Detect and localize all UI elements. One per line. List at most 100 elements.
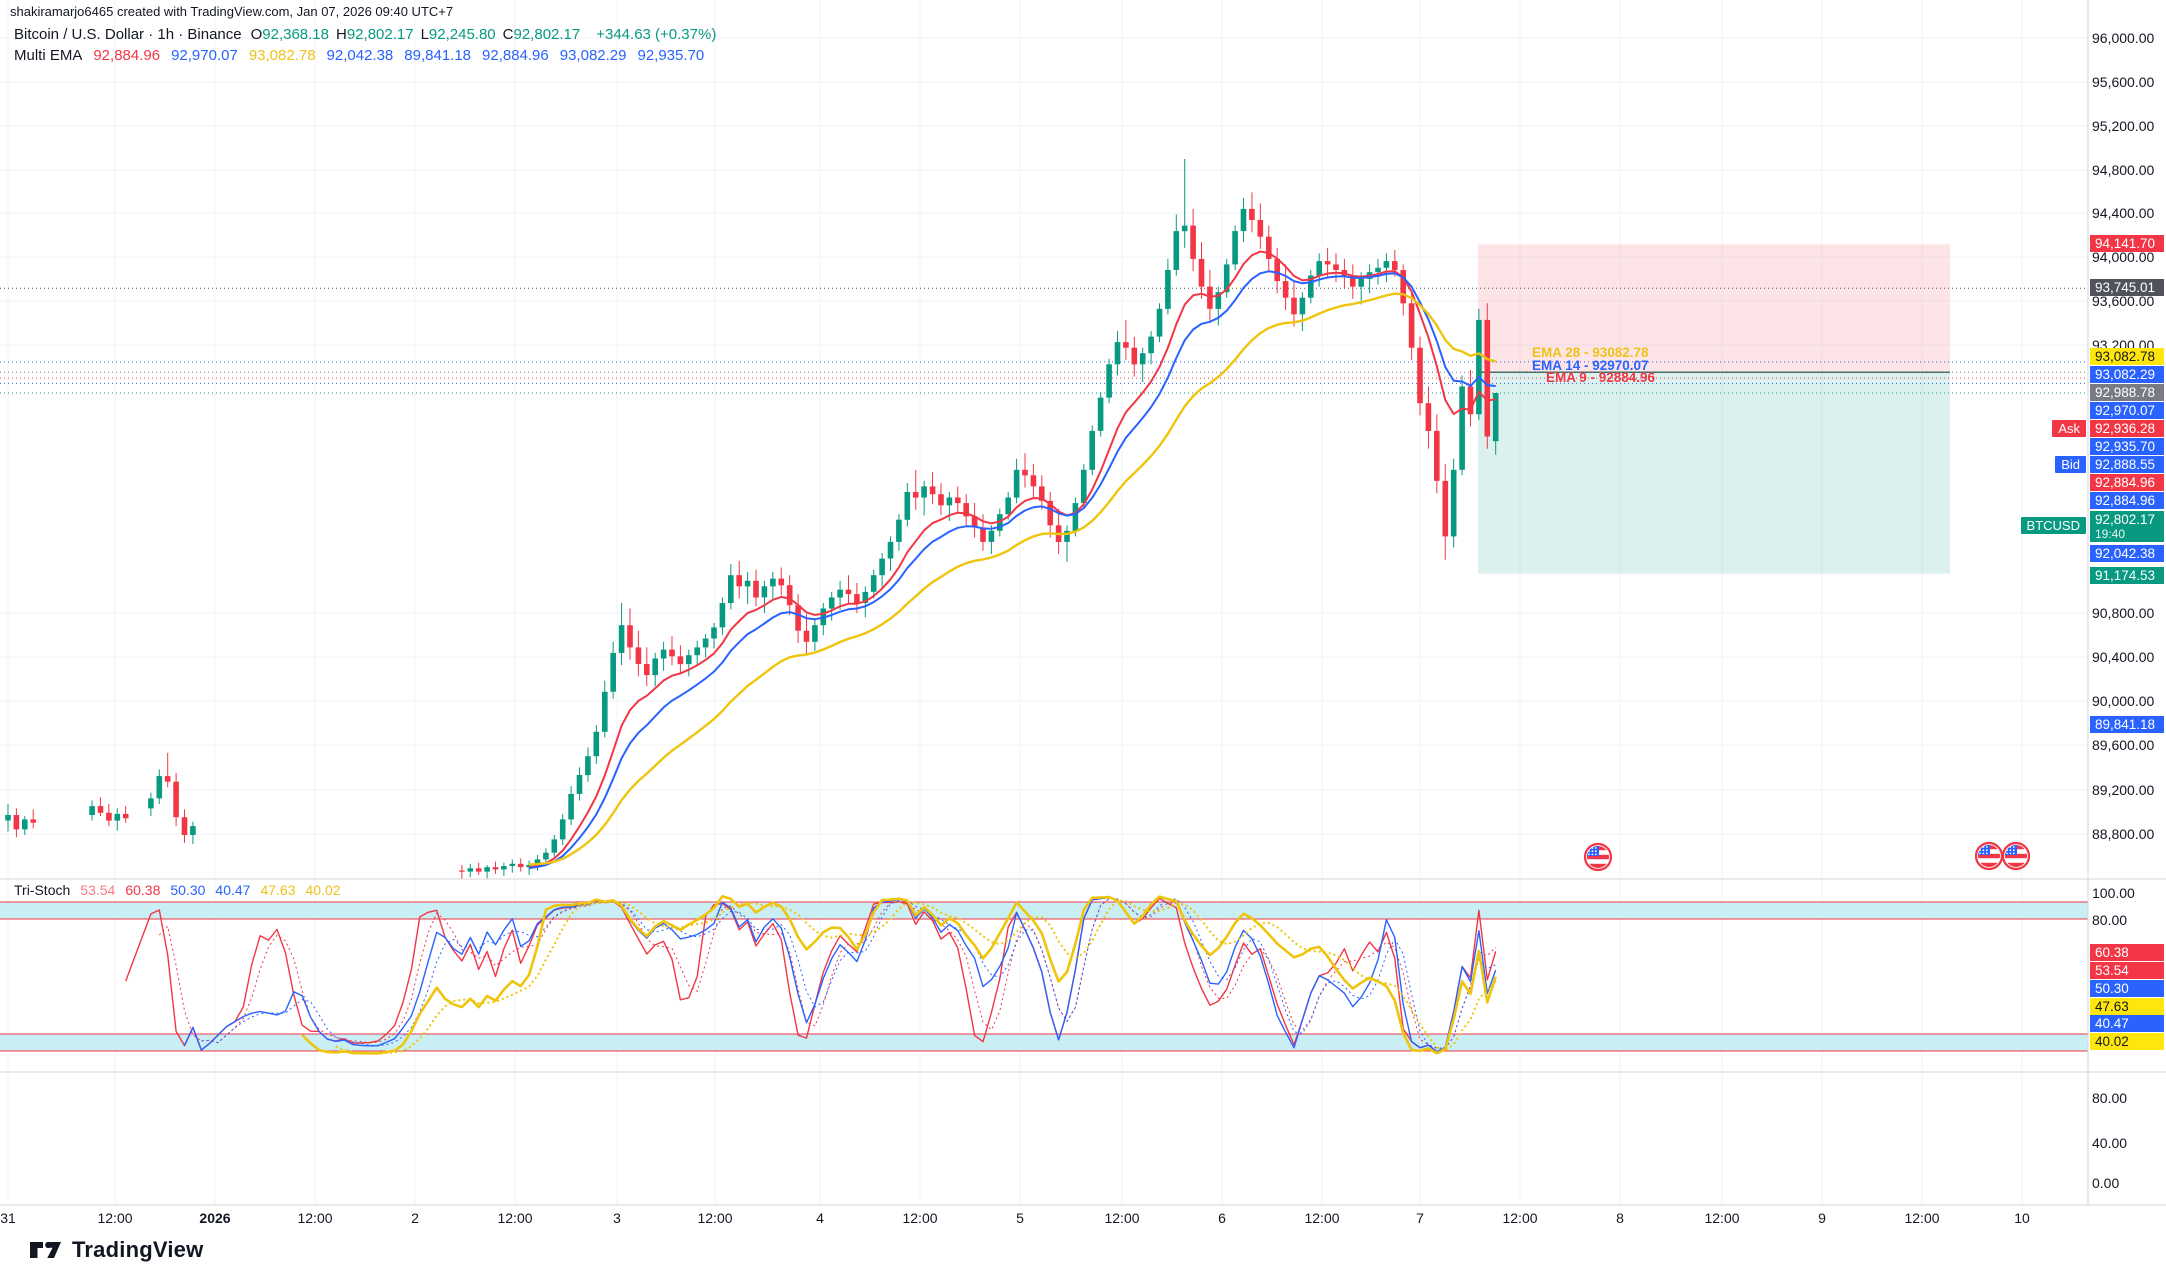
time-label: 12:00	[1502, 1210, 1538, 1226]
multi-ema-value: 93,082.29	[559, 47, 627, 64]
time-label: 12:00	[697, 1210, 733, 1226]
tri-stoch-value: 50.30	[170, 882, 206, 898]
symbol-title[interactable]: Bitcoin / U.S. Dollar · 1h · Binance	[14, 26, 242, 43]
time-label: 12:00	[1904, 1210, 1940, 1226]
price-label: 93,745.01	[2090, 279, 2164, 296]
event-flag-icons[interactable]	[1583, 841, 2031, 872]
tri-stoch-values: 53.54 60.38 50.30 40.47 47.63 40.02	[80, 882, 340, 898]
price-label: 91,174.53	[2090, 567, 2164, 584]
candles	[5, 159, 1499, 879]
price-label: 50.30	[2090, 980, 2164, 997]
multi-ema-values: 92,884.96 92,970.07 93,082.78 92,042.38 89,8…	[93, 47, 704, 64]
tri-stoch-title[interactable]: Tri-Stoch	[14, 882, 71, 898]
ema-lines	[528, 250, 1497, 870]
time-label: 8	[1616, 1210, 1624, 1226]
short-position-tool[interactable]	[1478, 244, 1950, 574]
price-label: 40.47	[2090, 1015, 2164, 1032]
time-scale[interactable]: 31 12:00 2026 12:00 2 12:00 3 12:00 4 12:00 5 12:00…	[0, 1206, 2088, 1232]
us-flag-icon	[1583, 842, 1613, 872]
price-tick: 93,600.00	[2092, 293, 2155, 309]
price-tick: 94,400.00	[2092, 205, 2155, 221]
change-value: +344.63 (+0.37%)	[596, 26, 717, 43]
time-label: 7	[1416, 1210, 1424, 1226]
price-tick: 90,400.00	[2092, 649, 2155, 665]
time-label: 9	[1818, 1210, 1826, 1226]
price-label: 92,970.07	[2090, 402, 2164, 419]
price-label: 92,935.70	[2090, 438, 2164, 455]
price-tick: 94,800.00	[2092, 162, 2155, 178]
ema-value-annotation: EMA 14 - 92970.07	[1532, 358, 1649, 373]
price-tick: 40.00	[2092, 1135, 2128, 1151]
price-label: 92,884.96	[2090, 492, 2164, 509]
multi-ema-value: 93,082.78	[248, 47, 316, 64]
btcusd-tag: BTCUSD	[2020, 517, 2086, 534]
price-tick: 80.00	[2092, 1090, 2128, 1106]
us-flag-icon	[1974, 841, 2004, 871]
price-tick: 80.00	[2092, 912, 2128, 928]
price-tick: 89,600.00	[2092, 737, 2155, 753]
price-tick: 94,000.00	[2092, 249, 2155, 265]
multi-ema-value: 92,042.38	[326, 47, 394, 64]
multi-ema-value: 92,884.96	[93, 47, 161, 64]
price-tick: 89,200.00	[2092, 782, 2155, 798]
price-tick: 0.00	[2092, 1175, 2120, 1191]
multi-ema-value: 92,970.07	[171, 47, 238, 64]
tradingview-logo[interactable]: TradingView	[28, 1236, 203, 1264]
price-tick: 88,800.00	[2092, 826, 2155, 842]
ohlc-value: C92,802.17	[502, 26, 581, 43]
multi-ema-title[interactable]: Multi EMA	[14, 47, 83, 64]
stoch-bands	[0, 901, 2088, 1052]
price-tick: 96,000.00	[2092, 30, 2155, 46]
price-label: 40.02	[2090, 1033, 2164, 1050]
price-label: 93,082.29	[2090, 366, 2164, 383]
tri-stoch-value: 40.02	[305, 882, 341, 898]
multi-ema-value: 92,935.70	[637, 47, 705, 64]
time-label: 12:00	[1304, 1210, 1340, 1226]
tri-stoch-value: 47.63	[260, 882, 296, 898]
ohlc-value: L92,245.80	[420, 26, 496, 43]
time-label: 5	[1016, 1210, 1024, 1226]
price-label: 89,841.18	[2090, 716, 2164, 733]
ohlc-value: H92,802.17	[336, 26, 414, 43]
price-label: 92,042.38	[2090, 545, 2164, 562]
ohlc-values: O92,368.18 H92,802.17 L92,245.80 C92,802.17	[251, 26, 588, 43]
price-tick: 95,200.00	[2092, 118, 2155, 134]
pane-separators	[0, 0, 2166, 1206]
time-label: 12:00	[297, 1210, 333, 1226]
ema-value-annotation: EMA 28 - 93082.78	[1532, 345, 1649, 360]
price-label: 53.54	[2090, 962, 2164, 979]
price-scale[interactable]: 96,000.00 95,600.00 95,200.00 94,800.00 94,4…	[2020, 0, 2166, 1272]
price-label: 94,141.70	[2090, 235, 2164, 252]
tradingview-logo-text: TradingView	[72, 1237, 204, 1262]
multi-ema-header[interactable]: Multi EMA 92,884.96 92,970.07 93,082.78 92,…	[14, 47, 704, 64]
time-label: 10	[2014, 1210, 2030, 1226]
tri-stoch-value: 40.47	[215, 882, 251, 898]
ask-tag: Ask	[2052, 420, 2086, 437]
time-label: 3	[613, 1210, 621, 1226]
ema-value-annotation: EMA 9 - 92884.96	[1546, 370, 1656, 385]
ohlc-value: O92,368.18	[250, 26, 329, 43]
tri-stoch-value: 53.54	[80, 882, 116, 898]
tri-stoch-header[interactable]: Tri-Stoch 53.54 60.38 50.30 40.47 47.63 40.02	[14, 882, 341, 898]
price-label: 92,888.55	[2090, 456, 2164, 473]
price-label: 60.38	[2090, 944, 2164, 961]
symbol-header[interactable]: Bitcoin / U.S. Dollar · 1h · Binance O92…	[14, 26, 716, 43]
price-label: 92,936.28	[2090, 420, 2164, 437]
time-label: 4	[816, 1210, 824, 1226]
tri-stoch-lines	[125, 894, 1497, 1055]
time-label: 6	[1218, 1210, 1226, 1226]
time-label: 12:00	[1704, 1210, 1740, 1226]
price-label: 93,082.78	[2090, 348, 2164, 365]
time-label: 12:00	[902, 1210, 938, 1226]
price-tick: 90,800.00	[2092, 605, 2155, 621]
time-label: 12:00	[97, 1210, 133, 1226]
time-label: 2	[411, 1210, 419, 1226]
multi-ema-value: 89,841.18	[404, 47, 472, 64]
time-label: 12:00	[1104, 1210, 1140, 1226]
grid	[0, 0, 2088, 1205]
price-label: 92,802.17 19:40	[2090, 511, 2164, 542]
price-tick: 100.00	[2092, 885, 2135, 901]
price-label: 47.63	[2090, 998, 2164, 1015]
